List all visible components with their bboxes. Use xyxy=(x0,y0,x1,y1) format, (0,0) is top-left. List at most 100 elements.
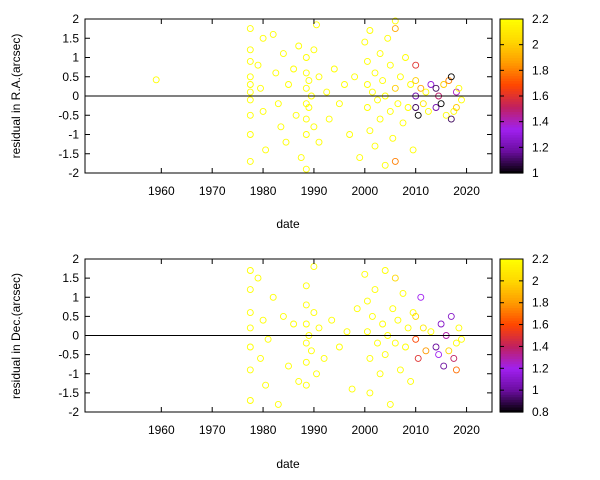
dec-data-point xyxy=(396,366,404,374)
dec-colorbar-band xyxy=(500,276,523,280)
dec-colorbar-band xyxy=(500,304,523,309)
ra-colorbar-band xyxy=(500,108,523,112)
ra-colorbar-band xyxy=(500,60,523,64)
ra-data-point xyxy=(386,61,394,69)
ra-colorbar-band xyxy=(500,144,523,148)
ra-colorbar-band xyxy=(500,139,523,143)
dec-data-point xyxy=(285,362,292,370)
ra-data-point xyxy=(269,30,277,38)
ra-x-tick-label: 1990 xyxy=(301,184,328,198)
ra-data-point xyxy=(259,34,267,42)
dec-data-point xyxy=(379,320,387,328)
ra-data-point xyxy=(452,104,460,111)
dec-data-point xyxy=(417,293,425,301)
dec-colorbar-band xyxy=(500,325,523,329)
ra-data-point xyxy=(399,119,407,127)
ra-data-point xyxy=(152,76,160,84)
dec-residual-panel: 1960 1970 1980 1990 2000 2010 2020 -2 -1.5 -1 -0.5… xyxy=(9,252,549,471)
ra-data-point xyxy=(282,138,290,146)
dec-colorbar-band xyxy=(500,353,523,357)
dec-colorbar-band xyxy=(500,368,523,372)
ra-data-point xyxy=(302,131,310,138)
dec-colorbar-band xyxy=(500,406,523,411)
dec-data-point xyxy=(307,347,315,355)
dec-colorbar-band xyxy=(500,373,523,377)
dec-data-point xyxy=(422,347,430,355)
ra-data-point xyxy=(277,123,285,131)
ra-colorbar-band xyxy=(500,44,523,48)
ra-y-axis-title: residual in R.A.(arcsec) xyxy=(9,34,23,159)
dec-colorbar-band xyxy=(500,264,523,268)
dec-colorbar-band xyxy=(500,284,523,288)
ra-colorbar-band xyxy=(500,26,523,30)
dec-colorbar-band xyxy=(500,338,523,342)
dec-colorbar-band xyxy=(500,279,523,283)
dec-data-point xyxy=(404,324,412,332)
dec-data-point xyxy=(368,312,376,320)
ra-data-point xyxy=(285,81,292,88)
dec-data-point xyxy=(386,400,394,408)
dec-data-point xyxy=(432,343,440,351)
ra-colorbar-band xyxy=(500,106,523,110)
dec-colorbar-band xyxy=(500,289,523,293)
ra-colorbar-band xyxy=(500,131,523,136)
ra-data-point xyxy=(341,81,348,88)
dec-data-point xyxy=(246,309,254,317)
ra-colorbar-band xyxy=(500,70,523,74)
dec-colorbar-band xyxy=(500,350,523,354)
ra-colorbar-band xyxy=(500,85,523,89)
dec-colorbar-band xyxy=(500,394,523,398)
ra-colorbar-band xyxy=(500,21,523,25)
dec-data-point xyxy=(320,354,328,362)
dec-colorbar-band xyxy=(500,307,523,311)
ra-colorbar-band xyxy=(500,19,523,23)
dec-colorbar-band xyxy=(500,381,523,385)
dec-x-tick-label: 2020 xyxy=(453,423,480,437)
ra-data-point xyxy=(246,25,254,33)
dec-x-tick-label: 1980 xyxy=(250,423,277,437)
ra-data-point xyxy=(396,73,404,81)
ra-colorbar-band xyxy=(500,111,523,115)
ra-colorbar-band xyxy=(500,124,523,128)
ra-data-point xyxy=(371,69,379,77)
ra-data-point xyxy=(412,61,420,69)
dec-data-point xyxy=(366,354,374,362)
ra-data-point xyxy=(254,61,262,69)
ra-colorbar-band xyxy=(500,137,523,141)
dec-colorbar-tick-label: 2 xyxy=(532,274,539,288)
dec-colorbar-band xyxy=(500,399,523,403)
ra-colorbar-band xyxy=(500,34,523,38)
dec-data-point xyxy=(310,309,318,317)
ra-data-point xyxy=(246,157,254,165)
ra-data-point xyxy=(409,146,417,154)
dec-data-point xyxy=(381,351,389,359)
ra-data-point xyxy=(274,100,282,108)
ra-colorbar-band xyxy=(500,75,523,79)
ra-colorbar-band xyxy=(500,134,523,138)
ra-data-point xyxy=(351,73,359,81)
dec-data-point xyxy=(363,297,371,305)
ra-colorbar-band xyxy=(500,42,523,46)
dec-data-point xyxy=(335,343,343,351)
ra-colorbar-band xyxy=(500,142,523,146)
ra-colorbar-band xyxy=(500,80,523,84)
dec-data-point xyxy=(399,289,407,297)
ra-colorbar-band xyxy=(500,67,523,71)
ra-data-point xyxy=(313,21,320,29)
dec-data-point xyxy=(302,358,310,366)
ra-data-point xyxy=(330,65,338,73)
dec-data-point xyxy=(414,354,422,362)
ra-data-point xyxy=(246,81,254,88)
dec-data-point xyxy=(353,305,361,313)
dec-colorbar-band xyxy=(500,274,523,278)
ra-colorbar-band xyxy=(500,152,523,156)
ra-data-point xyxy=(325,115,333,123)
dec-colorbar-band xyxy=(500,317,523,321)
ra-data-point xyxy=(363,81,371,88)
dec-data-point xyxy=(371,286,379,294)
dec-data-point xyxy=(376,370,384,378)
dec-colorbar-band xyxy=(500,332,523,337)
dec-colorbar-band xyxy=(500,287,523,291)
ra-data-point xyxy=(417,84,425,92)
dec-colorbar-band xyxy=(500,348,523,352)
